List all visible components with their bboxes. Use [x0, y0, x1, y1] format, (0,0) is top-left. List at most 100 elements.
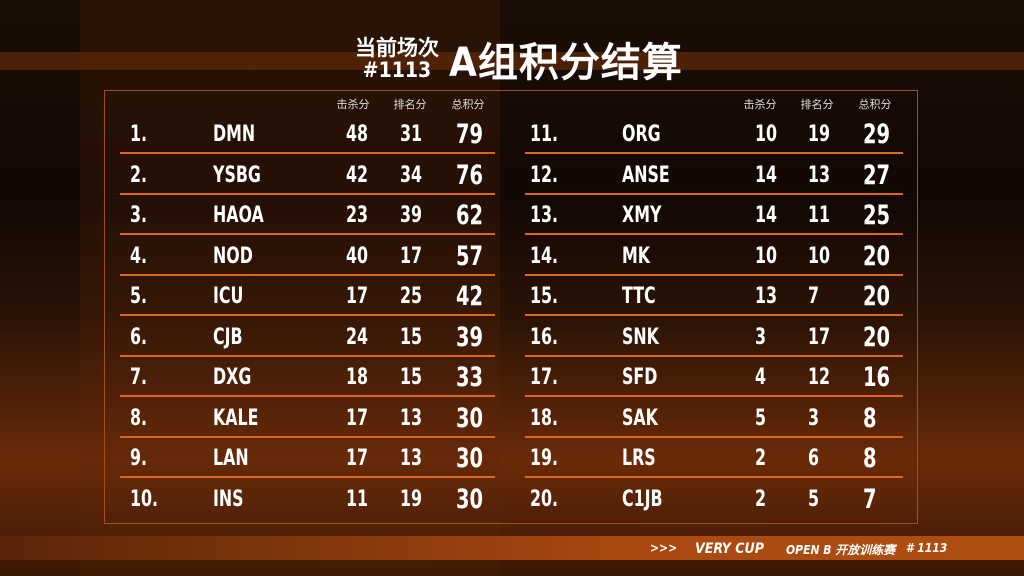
cell-place: 25	[400, 284, 423, 309]
row-divider	[525, 395, 903, 397]
row-divider	[120, 395, 495, 397]
cell-team: DMN	[213, 122, 256, 147]
row-divider	[525, 314, 903, 316]
cell-total: 20	[863, 240, 891, 272]
cell-team: C1JB	[622, 486, 663, 512]
cell-place: 5	[808, 486, 820, 512]
cell-kills: 10	[755, 122, 778, 147]
header-total: 总积分	[451, 98, 485, 111]
row-divider	[120, 354, 495, 357]
table-row: 11. ORG 10 19 29	[525, 114, 903, 154]
cell-place: 13	[400, 405, 423, 431]
cell-rank: 5.	[130, 284, 148, 309]
row-divider	[525, 273, 903, 276]
cell-kills: 48	[346, 122, 369, 147]
table-row: 1. DMN 48 31 79	[120, 114, 495, 154]
cell-kills: 11	[346, 486, 369, 512]
cell-place: 39	[400, 203, 423, 228]
cell-kills: 14	[755, 203, 778, 228]
cell-kills: 24	[346, 324, 369, 350]
cell-total: 30	[456, 483, 484, 515]
cell-rank: 1.	[130, 122, 148, 147]
table-row: 15. TTC 13 7 20	[525, 276, 903, 316]
cell-place: 3	[808, 405, 820, 431]
table-row: 6. CJB 24 15 39	[120, 317, 495, 357]
table-row: 5. ICU 17 25 42	[120, 276, 495, 316]
cell-team: KALE	[213, 405, 259, 431]
footer-event: OPEN B 开放训练赛	[786, 543, 896, 557]
cell-rank: 14.	[530, 243, 559, 269]
row-divider	[120, 273, 495, 276]
cell-total: 39	[456, 321, 484, 353]
cell-rank: 7.	[130, 365, 148, 390]
cell-total: 16	[863, 362, 891, 393]
row-divider	[525, 152, 903, 154]
cell-total: 30	[456, 443, 484, 474]
cell-total: 8	[863, 402, 877, 434]
cell-rank: 13.	[530, 203, 559, 228]
cell-kills: 17	[346, 405, 369, 431]
cell-kills: 13	[755, 284, 778, 309]
cell-team: YSBG	[213, 162, 261, 188]
cell-kills: 5	[755, 405, 767, 431]
row-divider	[525, 354, 903, 357]
cell-kills: 18	[346, 365, 369, 390]
cell-team: LAN	[213, 446, 249, 471]
cell-kills: 42	[346, 162, 369, 188]
title-main: A组积分结算	[449, 40, 683, 86]
cell-kills: 40	[346, 243, 369, 269]
current-match: 当前场次	[355, 36, 439, 60]
cell-kills: 14	[755, 162, 778, 188]
cell-place: 10	[808, 243, 831, 269]
standings-panel	[104, 90, 918, 524]
row-divider	[120, 476, 495, 478]
cell-kills: 2	[755, 486, 767, 512]
footer-arrows: >>>	[650, 541, 678, 555]
cell-team: ICU	[213, 284, 244, 309]
header-total: 总积分	[858, 98, 892, 111]
cell-kills: 10	[755, 243, 778, 269]
cell-place: 17	[400, 243, 423, 269]
header-rank: 排名分	[393, 98, 427, 111]
cell-team: TTC	[622, 284, 656, 309]
cell-team: INS	[213, 486, 244, 512]
cell-team: CJB	[213, 324, 243, 350]
table-row: 3. HAOA 23 39 62	[120, 195, 495, 235]
cell-kills: 4	[755, 365, 767, 390]
cell-rank: 16.	[530, 324, 559, 350]
cell-total: 8	[863, 443, 877, 474]
cell-place: 13	[400, 446, 423, 471]
cell-total: 33	[456, 362, 484, 393]
table-row: 8. KALE 17 13 30	[120, 398, 495, 438]
cell-place: 13	[808, 162, 831, 188]
cell-kills: 2	[755, 446, 767, 471]
cell-team: ORG	[622, 122, 661, 147]
row-divider	[525, 476, 903, 478]
row-divider	[120, 152, 495, 154]
cell-team: HAOA	[213, 203, 264, 228]
header-kills: 击杀分	[743, 98, 777, 111]
table-row: 16. SNK 3 17 20	[525, 317, 903, 357]
cell-team: SFD	[622, 365, 658, 390]
bg-stripe	[80, 0, 500, 576]
cell-place: 11	[808, 203, 831, 228]
table-row: 17. SFD 4 12 16	[525, 357, 903, 397]
cell-rank: 19.	[530, 446, 559, 471]
table-row: 18. SAK 5 3 8	[525, 398, 903, 438]
footer-bar: >>> VERY CUP OPEN B 开放训练赛 # 1113	[0, 536, 1024, 560]
cell-place: 34	[400, 162, 423, 188]
table-row: 10. INS 11 19 30	[120, 479, 495, 519]
cell-rank: 15.	[530, 284, 559, 309]
cell-rank: 11.	[530, 122, 559, 147]
cell-place: 19	[400, 486, 423, 512]
cell-place: 6	[808, 446, 820, 471]
cell-rank: 3.	[130, 203, 148, 228]
footer-match: # 1113	[906, 541, 948, 555]
cell-rank: 4.	[130, 243, 148, 269]
table-row: 7. DXG 18 15 33	[120, 357, 495, 397]
cell-team: SAK	[622, 405, 658, 431]
cell-total: 27	[863, 159, 891, 191]
cell-rank: 18.	[530, 405, 559, 431]
table-row: 2. YSBG 42 34 76	[120, 155, 495, 195]
row-divider	[120, 233, 495, 235]
